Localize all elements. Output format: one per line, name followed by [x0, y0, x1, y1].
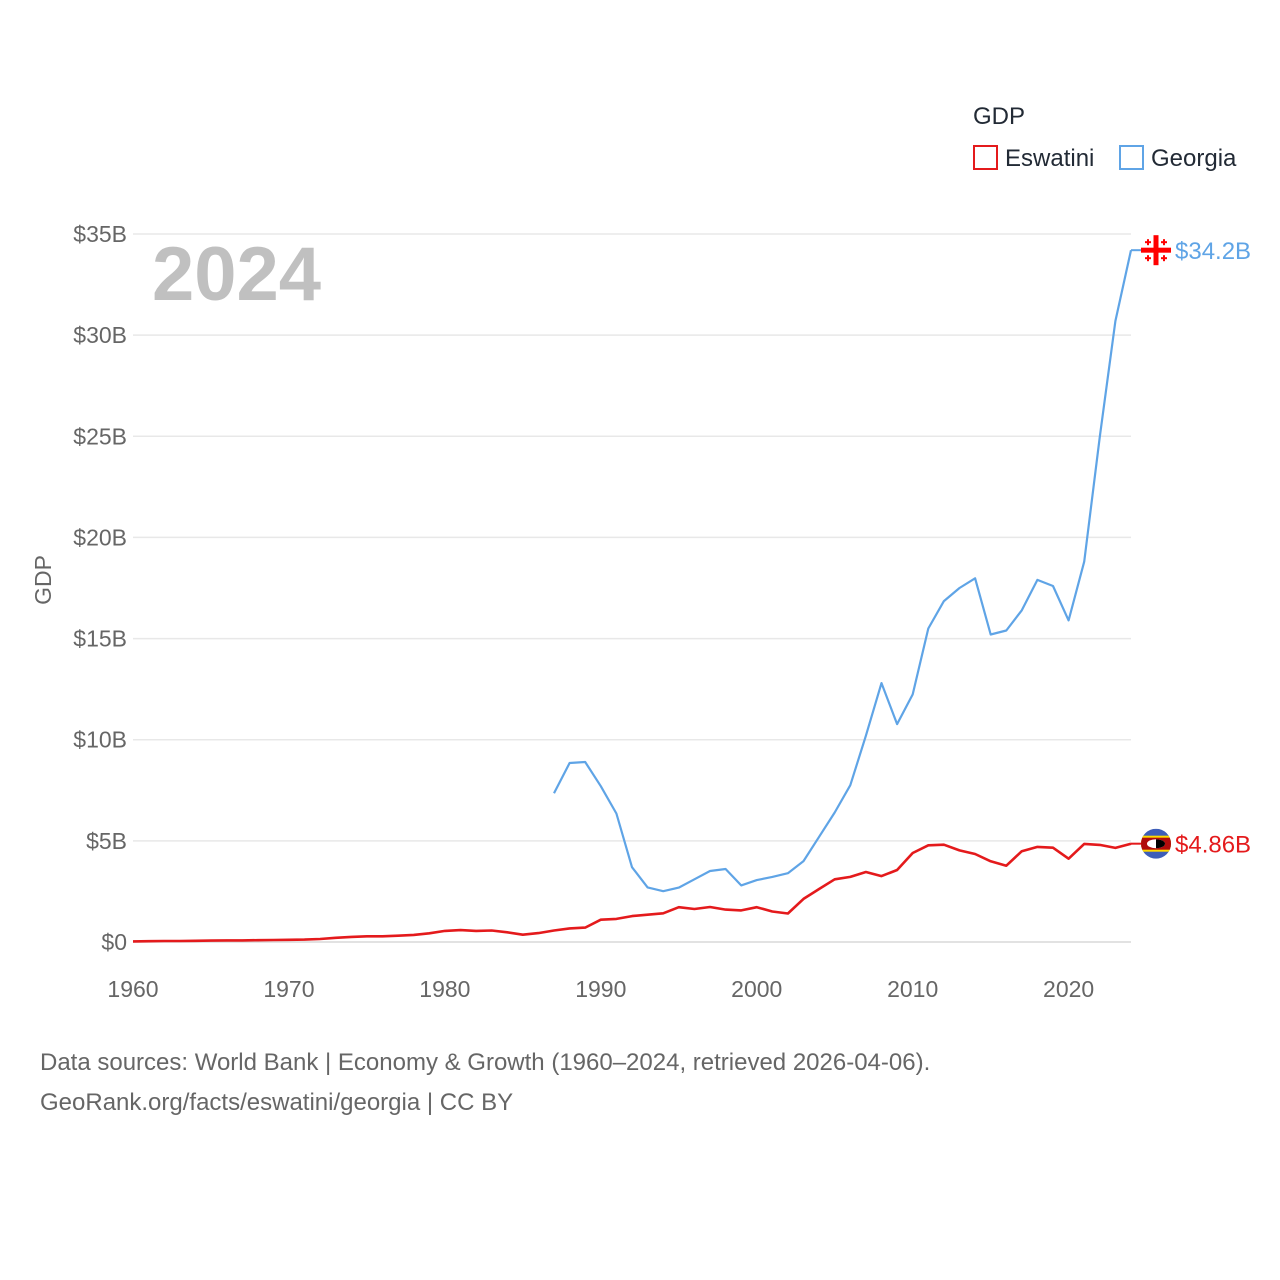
eswatini-flag-icon	[1141, 828, 1171, 859]
x-tick-label: 2020	[1043, 976, 1094, 1002]
series-end-labels: $4.86B $34.2B	[1131, 235, 1251, 859]
x-tick-label: 2000	[731, 976, 782, 1002]
legend-swatch-georgia[interactable]	[1119, 145, 1144, 170]
legend-label-georgia[interactable]: Georgia	[1151, 145, 1237, 172]
series-line-eswatini[interactable]	[132, 842, 1132, 943]
y-tick-label: $25B	[73, 423, 127, 449]
end-label-eswatini: $4.86B	[1175, 832, 1251, 859]
x-axis-ticks: 1960 1970 1980 1990 2000 2010 2020	[107, 976, 1094, 1002]
source-note: Data sources: World Bank | Economy & Gro…	[40, 1043, 1240, 1123]
series-lines	[132, 249, 1133, 943]
legend-title: GDP	[973, 103, 1025, 130]
series-line-georgia[interactable]	[553, 249, 1133, 893]
legend: GDP Eswatini Georgia	[973, 103, 1237, 172]
source-line-2[interactable]: GeoRank.org/facts/eswatini/georgia | CC …	[40, 1089, 514, 1116]
y-axis-label: GDP	[30, 555, 56, 605]
y-tick-label: $10B	[73, 727, 127, 753]
georgia-flag-icon	[1141, 235, 1171, 266]
x-tick-label: 1970	[263, 976, 314, 1002]
x-tick-label: 1990	[575, 976, 626, 1002]
x-tick-label: 1980	[419, 976, 470, 1002]
grid-lines	[133, 233, 1131, 943]
x-tick-label: 1960	[107, 976, 158, 1002]
y-axis-ticks: $0 $5B $10B $15B $20B $25B $30B $35B	[73, 221, 127, 955]
y-tick-label: $30B	[73, 322, 127, 348]
y-tick-label: $35B	[73, 221, 127, 247]
y-tick-label: $15B	[73, 626, 127, 652]
y-tick-label: $20B	[73, 524, 127, 550]
year-watermark: 2024	[152, 232, 321, 317]
x-tick-label: 2010	[887, 976, 938, 1002]
gdp-line-chart: $0$5B$10B$15B$20B$25B$30B$35B 1960 1970 19…	[30, 103, 1251, 1002]
legend-label-eswatini[interactable]: Eswatini	[1005, 145, 1094, 172]
source-line-1: Data sources: World Bank | Economy & Gro…	[40, 1049, 931, 1076]
legend-swatch-eswatini[interactable]	[973, 145, 998, 170]
end-label-georgia: $34.2B	[1175, 238, 1251, 265]
y-tick-label: $0	[101, 929, 127, 955]
y-tick-label: $5B	[86, 828, 127, 854]
